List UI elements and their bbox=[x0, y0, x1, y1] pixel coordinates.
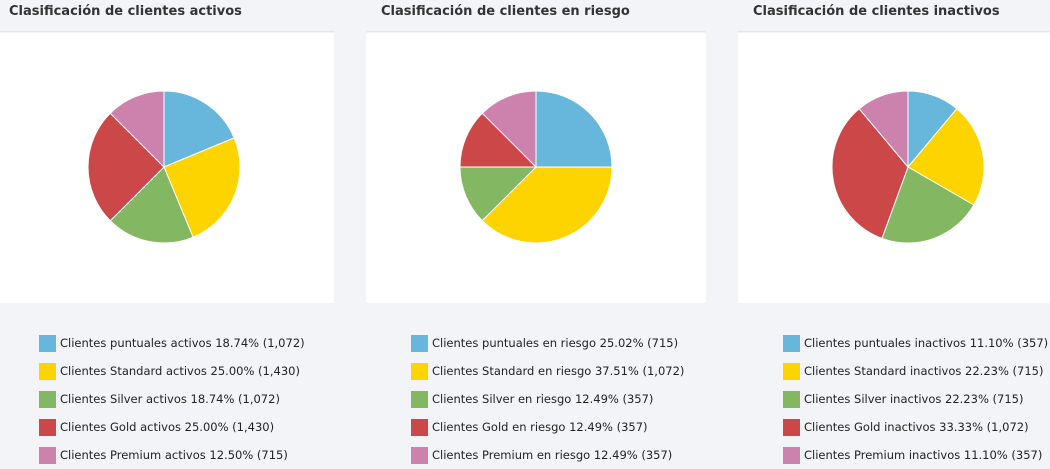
pie-slice-puntuales[interactable] bbox=[163, 90, 235, 168]
legend-label: Clientes Silver inactivos 22.23% (715) bbox=[804, 392, 1024, 406]
legend-label: Clientes Silver activos 18.74% (1,072) bbox=[60, 392, 280, 406]
legend-swatch-puntuales bbox=[39, 335, 56, 352]
pie-chart-en-riesgo bbox=[459, 90, 613, 244]
pie-chart-inactivos bbox=[831, 90, 985, 244]
legend-swatch-premium bbox=[411, 447, 428, 464]
legend-swatch-puntuales bbox=[411, 335, 428, 352]
legend-swatch-silver bbox=[783, 391, 800, 408]
panel-header: Clasificación de clientes inactivos bbox=[738, 0, 1050, 32]
pie-slice-puntuales[interactable] bbox=[535, 90, 613, 168]
legend-label: Clientes Gold inactivos 33.33% (1,072) bbox=[804, 420, 1029, 434]
pie-slice-premium[interactable] bbox=[858, 90, 909, 169]
pie-slice-premium[interactable] bbox=[481, 90, 537, 169]
legend-swatch-gold bbox=[411, 419, 428, 436]
pie-slice-standard[interactable] bbox=[907, 108, 985, 206]
pie-slice-silver[interactable] bbox=[881, 166, 975, 244]
pie-slice-silver[interactable] bbox=[459, 166, 538, 222]
legend: Clientes puntuales activos 18.74% (1,072… bbox=[0, 303, 334, 469]
legend-swatch-silver bbox=[411, 391, 428, 408]
legend-label: Clientes puntuales inactivos 11.10% (357… bbox=[804, 336, 1049, 350]
legend-label: Clientes Premium en riesgo 12.49% (357) bbox=[432, 448, 673, 462]
pie-slice-gold[interactable] bbox=[831, 108, 909, 240]
legend-label: Clientes Silver en riesgo 12.49% (357) bbox=[432, 392, 654, 406]
legend-swatch-puntuales bbox=[783, 335, 800, 352]
legend-swatch-standard bbox=[39, 363, 56, 380]
panel-clientes-activos: Clasificación de clientes activos Client… bbox=[0, 0, 334, 469]
legend-swatch-standard bbox=[783, 363, 800, 380]
panel-title: Clasificación de clientes activos bbox=[9, 4, 242, 19]
panel-clientes-inactivos: Clasificación de clientes inactivos Clie… bbox=[738, 0, 1050, 469]
legend-swatch-premium bbox=[39, 447, 56, 464]
chart-area bbox=[738, 33, 1050, 303]
chart-area bbox=[366, 33, 706, 303]
legend-swatch-gold bbox=[783, 419, 800, 436]
legend: Clientes puntuales en riesgo 25.02% (715… bbox=[366, 303, 706, 469]
panel-clientes-en-riesgo: Clasificación de clientes en riesgo Clie… bbox=[366, 0, 706, 469]
legend-label: Clientes Premium inactivos 11.10% (357) bbox=[804, 448, 1043, 462]
pie-slice-standard[interactable] bbox=[481, 166, 613, 244]
legend-label: Clientes Standard inactivos 22.23% (715) bbox=[804, 364, 1044, 378]
legend-swatch-premium bbox=[783, 447, 800, 464]
pie-slice-premium[interactable] bbox=[109, 90, 165, 169]
legend-label: Clientes Standard activos 25.00% (1,430) bbox=[60, 364, 300, 378]
legend-label: Clientes Gold activos 25.00% (1,430) bbox=[60, 420, 275, 434]
legend-swatch-standard bbox=[411, 363, 428, 380]
legend-swatch-gold bbox=[39, 419, 56, 436]
legend-swatch-silver bbox=[39, 391, 56, 408]
chart-area bbox=[0, 33, 334, 303]
legend-label: Clientes puntuales activos 18.74% (1,072… bbox=[60, 336, 305, 350]
panel-title: Clasificación de clientes inactivos bbox=[753, 4, 1000, 19]
legend: Clientes puntuales inactivos 11.10% (357… bbox=[738, 303, 1050, 469]
legend-label: Clientes Premium activos 12.50% (715) bbox=[60, 448, 288, 462]
panel-title: Clasificación de clientes en riesgo bbox=[381, 4, 630, 19]
legend-label: Clientes Gold en riesgo 12.49% (357) bbox=[432, 420, 648, 434]
panel-header: Clasificación de clientes activos bbox=[0, 0, 334, 32]
pie-chart-activos bbox=[87, 90, 241, 244]
legend-label: Clientes puntuales en riesgo 25.02% (715… bbox=[432, 336, 679, 350]
pie-slice-silver[interactable] bbox=[109, 166, 194, 244]
pie-slice-gold[interactable] bbox=[87, 112, 165, 222]
panel-header: Clasificación de clientes en riesgo bbox=[366, 0, 706, 32]
pie-slice-gold[interactable] bbox=[459, 112, 538, 168]
legend-label: Clientes Standard en riesgo 37.51% (1,07… bbox=[432, 364, 685, 378]
